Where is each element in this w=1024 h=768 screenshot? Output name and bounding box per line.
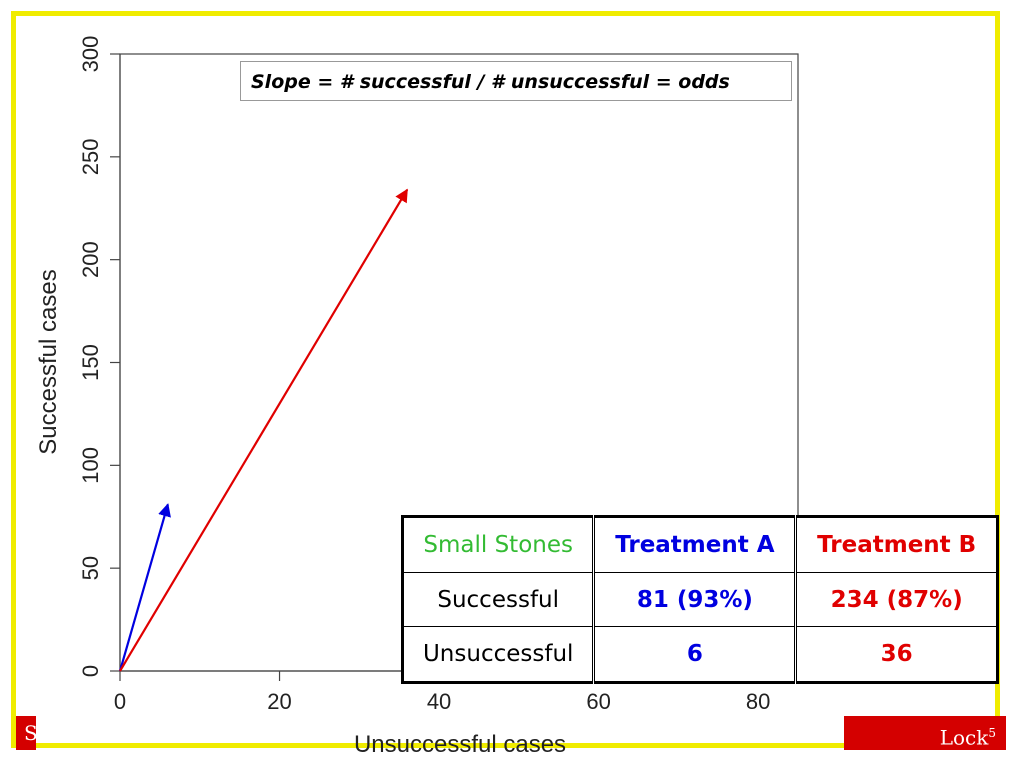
y-tick-label: 200 [78,241,103,278]
footer-right-sup: 5 [988,726,996,740]
series-arrow-treatment-b [119,188,409,672]
table-header-row: Small Stones Treatment A Treatment B [401,516,998,573]
y-axis: 0 50 100 150 200 250 300 [78,36,121,677]
treatment-b-unsuccessful: 36 [795,626,998,683]
y-tick-label: 300 [78,36,103,73]
footer-left-text: S [24,721,36,745]
x-tick-label: 0 [114,689,126,714]
treatment-a-header: Treatment A [593,516,798,573]
slope-annotation: Slope = # successful / # unsuccessful = … [240,61,792,101]
treatment-b-header: Treatment B [795,516,998,573]
y-axis-label: Successful cases [35,269,62,454]
table-row: Successful 81 (93%) 234 (87%) [401,572,998,627]
x-tick-label: 40 [427,689,451,714]
table-row: Unsuccessful 6 36 [401,626,998,683]
y-tick-label: 50 [78,556,103,580]
x-tick-label: 60 [586,689,610,714]
treatment-a-unsuccessful: 6 [593,626,798,683]
y-tick-label: 0 [78,665,103,677]
row-label-unsuccessful: Unsuccessful [401,626,596,683]
y-tick-label: 150 [78,344,103,381]
row-label-successful: Successful [401,572,596,627]
footer-left-bar: S [16,716,36,750]
footer-right-text: Lock [939,725,989,750]
series-layer [118,188,409,672]
treatment-b-successful: 234 (87%) [795,572,998,627]
series-arrow-treatment-a [118,503,171,672]
x-tick-label: 20 [267,689,291,714]
treatment-a-successful: 81 (93%) [593,572,798,627]
y-tick-label: 250 [78,138,103,175]
footer-right-bar: Lock5 [844,716,1006,750]
small-stones-table: Small Stones Treatment A Treatment B Suc… [401,515,999,684]
x-tick-label: 80 [746,689,770,714]
x-axis-label: Unsuccessful cases [354,731,566,758]
y-tick-label: 100 [78,447,103,484]
table-corner-label: Small Stones [401,516,596,573]
